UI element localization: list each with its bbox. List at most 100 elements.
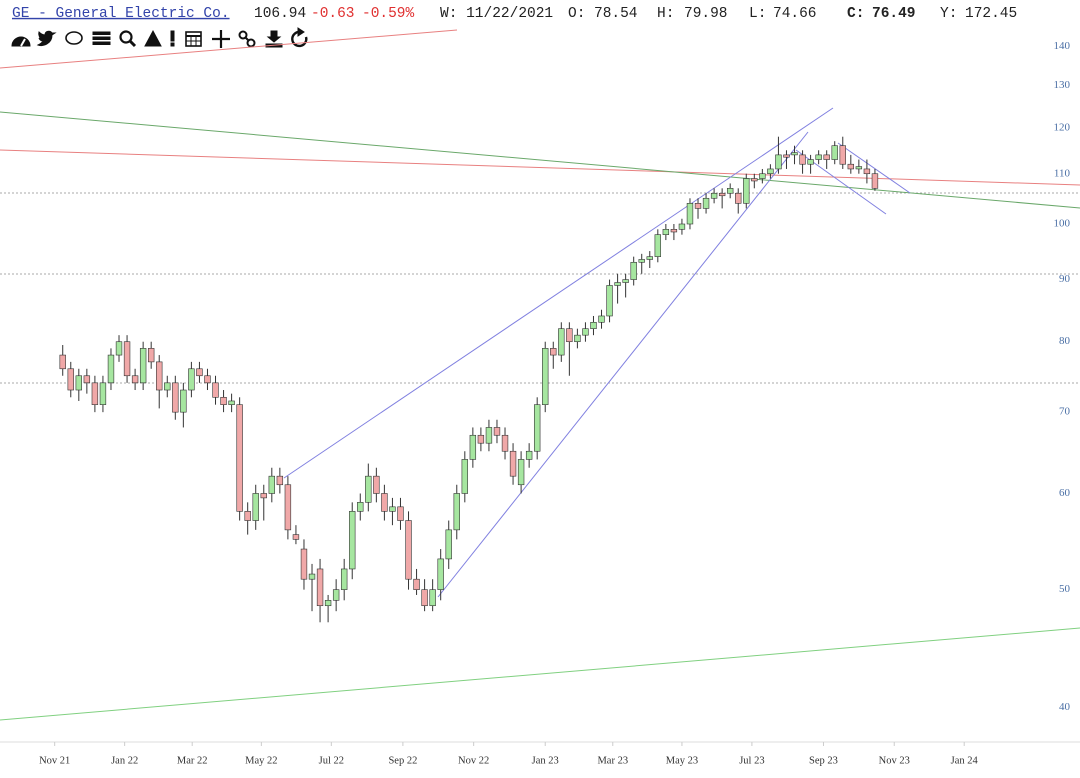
candle-body: [316, 568, 324, 607]
candle-body: [670, 229, 678, 233]
candle-body: [839, 145, 846, 165]
y-tick-label: 80: [1059, 335, 1071, 347]
candle-body: [823, 154, 830, 160]
candle-body: [156, 361, 163, 391]
candle-body: [509, 450, 517, 477]
candle-body: [694, 203, 702, 209]
y-tick-label: 110: [1054, 167, 1071, 179]
move-icon[interactable]: [212, 30, 230, 48]
dashboard-icon[interactable]: [11, 36, 31, 47]
candle-body: [172, 382, 179, 413]
candle-body: [638, 259, 645, 263]
high: 79.98: [684, 6, 728, 22]
candle-body: [767, 168, 774, 175]
year: 172.45: [965, 6, 1017, 22]
comment-icon[interactable]: [65, 31, 83, 45]
candle-body: [252, 493, 259, 521]
candle-body: [188, 368, 195, 391]
candle-body: [260, 493, 267, 499]
candle-body: [735, 192, 742, 204]
candle-body: [147, 348, 155, 363]
candle-body: [123, 341, 131, 377]
header: GE - General Electric Co. 106.94 -0.63 -…: [12, 6, 1017, 22]
y-tick-label: 90: [1059, 273, 1071, 285]
link-icon[interactable]: [238, 30, 256, 48]
candle-body: [501, 434, 509, 452]
candle-body: [59, 354, 66, 370]
candle-body: [131, 375, 139, 384]
y-tick-label: 70: [1059, 406, 1071, 418]
week: W: 11/22/2021: [440, 6, 553, 22]
candle-body: [614, 282, 621, 286]
candle-body: [718, 192, 726, 197]
candle-body: [349, 511, 356, 570]
refresh-icon[interactable]: [291, 27, 308, 48]
symbol-link[interactable]: GE - General Electric Co.: [12, 6, 230, 22]
candle-body: [83, 375, 91, 384]
candle-body: [686, 203, 694, 225]
candle-body: [622, 279, 629, 283]
candle-body: [228, 400, 235, 405]
close: 76.49: [872, 6, 916, 22]
candle-body: [453, 493, 460, 531]
candle-body: [654, 234, 662, 257]
candle-body: [340, 568, 348, 590]
candle-body: [236, 404, 243, 512]
trend-line: [0, 29, 458, 69]
candle-body: [871, 173, 879, 189]
candle-body: [799, 154, 806, 165]
candle-body: [863, 168, 871, 175]
year-label: Y:: [940, 6, 957, 22]
search-icon[interactable]: [119, 30, 137, 48]
candle-body: [405, 520, 412, 580]
x-tick-label: Mar 23: [597, 755, 628, 766]
candle-body: [292, 534, 300, 540]
candle-body: [743, 178, 750, 204]
candle-body: [566, 328, 573, 343]
candle-body: [429, 589, 436, 607]
candle-body: [413, 578, 420, 590]
toolbar: [11, 27, 308, 48]
y-tick-label: 140: [1054, 40, 1071, 52]
candle-body: [332, 589, 340, 601]
candle-body: [164, 382, 171, 391]
candle-body: [493, 427, 501, 436]
candle-body: [751, 178, 758, 182]
list-icon[interactable]: [92, 31, 111, 45]
channel-line: [437, 131, 809, 598]
trend-line: [0, 111, 1080, 209]
x-tick-label: Jul 23: [739, 755, 764, 766]
change: -0.63: [311, 6, 355, 22]
triangle-icon[interactable]: [144, 29, 162, 47]
candle-body: [662, 229, 670, 235]
open-label: O:: [568, 6, 585, 22]
candle-body: [598, 315, 605, 323]
x-tick-label: May 23: [666, 755, 698, 766]
candle-body: [791, 152, 798, 156]
candle-body: [324, 600, 332, 607]
calendar-icon[interactable]: [185, 31, 202, 47]
x-tick-label: Jan 24: [951, 755, 979, 766]
price: 106.94: [254, 6, 306, 22]
high-label: H:: [657, 6, 674, 22]
candle-body: [855, 166, 863, 170]
y-tick-label: 130: [1054, 79, 1071, 91]
candle-body: [180, 389, 187, 413]
candle-body: [437, 558, 444, 590]
alert-icon[interactable]: [170, 30, 175, 47]
x-tick-label: Nov 21: [39, 755, 70, 766]
candle-body: [91, 382, 99, 405]
trend-line: [0, 149, 1080, 186]
candle-body: [276, 475, 284, 486]
candle-body: [847, 163, 855, 170]
candle-body: [469, 434, 477, 460]
candle-body: [759, 173, 766, 179]
candle-body: [678, 223, 686, 230]
candle-body: [196, 368, 203, 377]
candle-body: [204, 375, 211, 384]
candle-body: [397, 506, 404, 521]
twitter-icon[interactable]: [36, 30, 57, 46]
candle-body: [389, 506, 396, 512]
x-tick-label: Jan 22: [111, 755, 138, 766]
candle-body: [485, 427, 493, 444]
